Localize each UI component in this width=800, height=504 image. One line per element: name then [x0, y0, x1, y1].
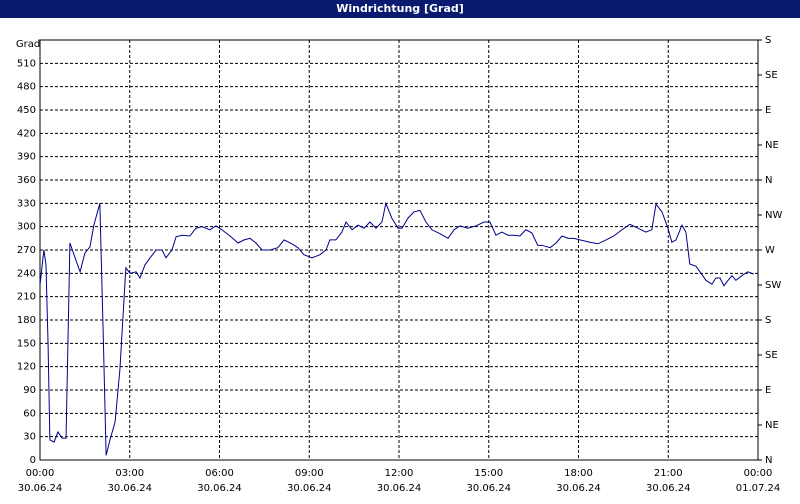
y-tick-label: 210 — [17, 292, 36, 303]
y2-tick-label: SE — [765, 350, 778, 361]
y-tick-label: 90 — [23, 385, 36, 396]
x-tick-label: 12:00 — [385, 468, 414, 479]
y-tick-label: 390 — [17, 152, 36, 163]
y-tick-label: 30 — [23, 432, 36, 443]
y-tick-label: 420 — [17, 128, 36, 139]
y2-tick-label: E — [765, 105, 771, 116]
y2-tick-label: NE — [765, 420, 779, 431]
x-tick-date: 30.06.24 — [377, 483, 422, 494]
x-tick-date: 30.06.24 — [556, 483, 601, 494]
y2-tick-label: NE — [765, 140, 779, 151]
y-tick-label: 60 — [23, 408, 36, 419]
y-axis-label: Grad — [16, 39, 40, 50]
y-tick-label: 450 — [17, 105, 36, 116]
y-tick-label: 0 — [30, 455, 36, 466]
y-tick-label: 330 — [17, 198, 36, 209]
x-tick-label: 09:00 — [295, 468, 324, 479]
y-tick-label: 270 — [17, 245, 36, 256]
x-tick-date: 30.06.24 — [107, 483, 152, 494]
x-tick-label: 21:00 — [654, 468, 683, 479]
y-tick-label: 180 — [17, 315, 36, 326]
x-tick-date: 30.06.24 — [466, 483, 511, 494]
x-tick-label: 00:00 — [26, 468, 55, 479]
y2-tick-label: N — [765, 455, 772, 466]
x-tick-label: 15:00 — [474, 468, 503, 479]
x-tick-label: 00:00 — [744, 468, 773, 479]
y-tick-label: 240 — [17, 268, 36, 279]
y2-tick-label: NW — [765, 210, 782, 221]
y2-tick-label: S — [765, 315, 771, 326]
y2-tick-label: N — [765, 175, 772, 186]
y-tick-label: 150 — [17, 338, 36, 349]
x-tick-date: 01.07.24 — [736, 483, 781, 494]
y-tick-label: 480 — [17, 82, 36, 93]
x-tick-label: 03:00 — [115, 468, 144, 479]
y-tick-label: 120 — [17, 362, 36, 373]
title-bar — [0, 0, 800, 18]
y2-tick-label: SW — [765, 280, 781, 291]
x-tick-date: 30.06.24 — [287, 483, 332, 494]
x-tick-date: 30.06.24 — [18, 483, 63, 494]
chart-title: Windrichtung [Grad] — [336, 2, 464, 15]
x-tick-label: 06:00 — [205, 468, 234, 479]
x-tick-label: 18:00 — [564, 468, 593, 479]
x-tick-date: 30.06.24 — [197, 483, 242, 494]
y-tick-label: 360 — [17, 175, 36, 186]
y-tick-label: 300 — [17, 222, 36, 233]
y2-tick-label: W — [765, 245, 775, 256]
y2-tick-label: S — [765, 35, 771, 46]
x-tick-date: 30.06.24 — [646, 483, 691, 494]
y2-tick-label: SE — [765, 70, 778, 81]
y2-tick-label: E — [765, 385, 771, 396]
data-line — [39, 201, 754, 456]
y-tick-label: 510 — [17, 58, 36, 69]
